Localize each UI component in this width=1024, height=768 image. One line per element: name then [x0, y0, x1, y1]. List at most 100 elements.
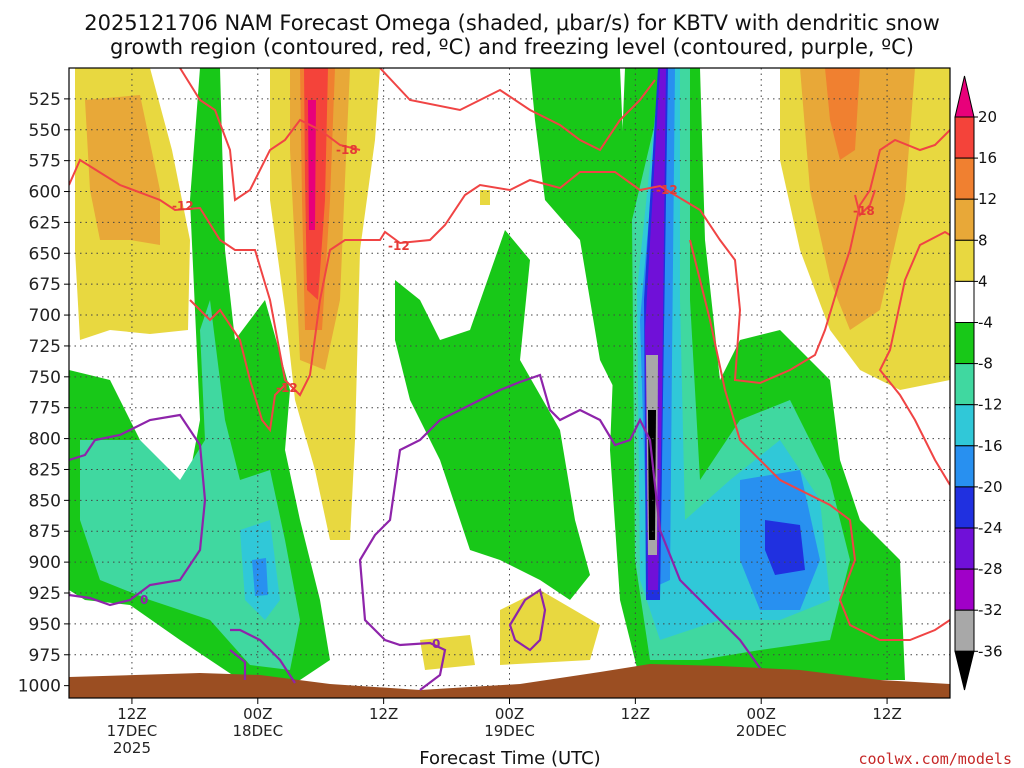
x-tick-label-30-1: 12Z: [369, 705, 398, 723]
colorbar-label-1: 16: [978, 149, 997, 167]
contour-label-minus12-c: -12: [388, 239, 410, 253]
x-tick-label-18-1: 00Z: [243, 705, 272, 723]
y-tick-label-700: 700: [29, 306, 61, 326]
contour-late-lower: [689, 239, 950, 641]
colorbar-label-8: -16: [978, 437, 1003, 455]
colorbar-segment-10: [954, 527, 975, 570]
x-tick-label-6-3: 2025: [113, 739, 151, 757]
colorbar-segment-7: [954, 404, 975, 447]
colorbar-label-9: -20: [978, 478, 1003, 496]
colorbar-segment-6: [954, 363, 975, 406]
colorbar-label-2: 12: [978, 190, 997, 208]
colorbar: 20 16 12 8 4 -4 -8 -12 -16 -20 -24 -28 -32 -36: [954, 75, 1003, 691]
y-tick-label-650: 650: [29, 244, 61, 264]
colorbar-label-6: -8: [978, 355, 993, 373]
terrain: [69, 664, 950, 698]
colorbar-label-7: -12: [978, 396, 1003, 414]
colorbar-label-4: 4: [978, 272, 988, 290]
colorbar-segment-1: [954, 157, 975, 200]
freezing-level-contour-3: [229, 649, 247, 680]
x-tick-label-42-2: 19DEC: [484, 722, 535, 740]
y-tick-label-825: 825: [29, 460, 61, 480]
y-tick-label-750: 750: [29, 368, 61, 388]
colorbar-segment-8: [954, 445, 975, 488]
y-tick-label-625: 625: [29, 213, 61, 233]
y-tick-label-800: 800: [29, 430, 61, 450]
x-tick-label-42-1: 00Z: [495, 705, 524, 723]
omega-pos-region-late-core: [825, 68, 860, 160]
omega-pos-region-small-3: [480, 190, 490, 205]
colorbar-label-11: -28: [978, 560, 1003, 578]
credit-text: coolwx.com/models: [858, 750, 1012, 768]
freezing-level-contour-2: [230, 628, 296, 684]
x-tick-label-18-2: 18DEC: [232, 722, 283, 740]
y-tick-label-775: 775: [29, 399, 61, 419]
x-tick-label-66-2: 20DEC: [736, 722, 787, 740]
omega-pos-region-small-1: [420, 635, 475, 670]
x-tick-label-54-1: 12Z: [621, 705, 650, 723]
colorbar-segment-11: [954, 568, 975, 611]
contour-minus18-late: [854, 189, 876, 217]
chart-title-line1: 2025121706 NAM Forecast Omega (shaded, μ…: [84, 11, 940, 35]
colorbar-segment-2: [954, 198, 975, 241]
colorbar-label-13: -36: [978, 642, 1003, 660]
contour-minus12-early: [69, 129, 950, 397]
x-tick-label-6-2: 17DEC: [107, 722, 158, 740]
x-tick-label-6-1: 12Z: [117, 705, 146, 723]
x-tick-label-66-1: 00Z: [747, 705, 776, 723]
y-tick-label-950: 950: [29, 615, 61, 635]
x-tick-label-78-1: 12Z: [872, 705, 901, 723]
colorbar-label-5: -4: [978, 314, 993, 332]
contour-label-minus18-a: -18: [336, 143, 358, 157]
y-tick-label-1000: 1000: [18, 677, 61, 697]
contour-minus18-left: [179, 68, 361, 202]
colorbar-label-0: 20: [978, 108, 997, 126]
colorbar-segment-5: [954, 322, 975, 365]
omega-pos-region-18dec-max: [308, 100, 316, 230]
contour-late-right: [878, 230, 950, 486]
omega-neg-region-mid-2: [530, 68, 630, 400]
contour-minus12-lower: [189, 299, 286, 433]
y-tick-label-600: 600: [29, 183, 61, 203]
contour-label-minus18-b: -18: [853, 204, 875, 218]
colorbar-segment-4: [954, 280, 975, 323]
contour-label-minus12-b: -12: [276, 381, 298, 395]
y-tick-label-525: 525: [29, 90, 61, 110]
contours: [69, 68, 950, 691]
contour-minus18-upper: [379, 68, 656, 152]
colorbar-segment-0: [954, 116, 975, 159]
y-tick-label-725: 725: [29, 337, 61, 357]
omega-neg-region-20dec-max: [765, 520, 805, 575]
y-tick-label-550: 550: [29, 121, 61, 141]
y-tick-label-575: 575: [29, 152, 61, 172]
chart-title-line2: growth region (contoured, red, ºC) and f…: [110, 35, 914, 59]
omega-neg-region-early-core2: [252, 558, 268, 596]
contour-label-minus12-a: -12: [172, 199, 194, 213]
freezing-level-contour-4: [358, 373, 761, 691]
contour-labels: -12 -12 -12 -12 -18 -18 0 0: [140, 143, 875, 651]
y-axis: 525 550 575 600 625 650 675 700 725 750 775 800 825 8…: [18, 90, 69, 697]
colorbar-segment-12: [954, 609, 975, 652]
y-tick-label-975: 975: [29, 646, 61, 666]
y-tick-label-925: 925: [29, 584, 61, 604]
omega-pos-region-late-mid: [800, 68, 915, 330]
colorbar-label-3: 8: [978, 231, 988, 249]
colorbar-label-12: -32: [978, 601, 1003, 619]
omega-pos-region-early-core: [85, 95, 160, 245]
contour-label-zero-a: 0: [140, 593, 148, 607]
y-tick-label-875: 875: [29, 522, 61, 542]
contour-label-minus12-d: -12: [656, 183, 678, 197]
y-tick-label-675: 675: [29, 275, 61, 295]
contour-label-zero-b: 0: [432, 637, 440, 651]
colorbar-label-10: -24: [978, 519, 1003, 537]
x-axis-label: Forecast Time (UTC): [419, 748, 600, 768]
y-tick-label-900: 900: [29, 553, 61, 573]
omega-neg-region-mid: [395, 230, 590, 600]
freezing-level-contour: [69, 413, 207, 607]
y-tick-label-850: 850: [29, 491, 61, 511]
colorbar-cap-bottom: [954, 650, 975, 691]
colorbar-cap-top: [954, 75, 975, 118]
colorbar-segment-9: [954, 486, 975, 529]
